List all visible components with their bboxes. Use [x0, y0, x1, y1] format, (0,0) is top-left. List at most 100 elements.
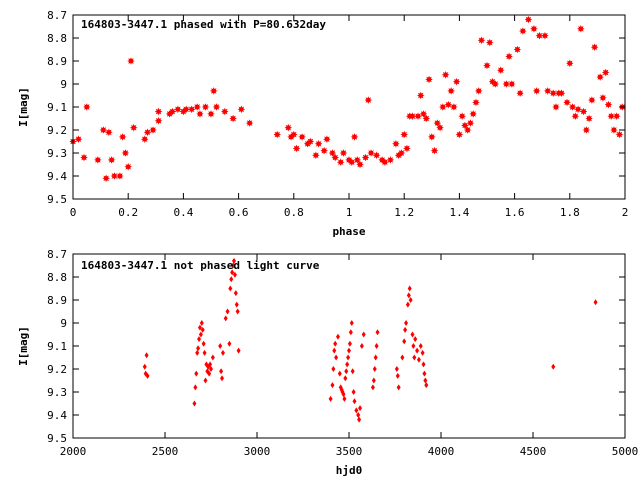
data-point: [290, 130, 298, 139]
data-point: [346, 354, 351, 361]
data-point: [347, 347, 351, 354]
y-tick-label: 9.3: [47, 147, 67, 160]
data-point: [223, 315, 228, 322]
data-point: [469, 110, 477, 118]
data-point: [530, 25, 538, 33]
x-tick-label: 2: [622, 206, 629, 219]
x-tick-label: 1.4: [449, 206, 469, 219]
data-point: [372, 366, 377, 372]
data-point: [375, 329, 380, 336]
data-point: [373, 354, 378, 361]
data-point: [221, 107, 229, 116]
data-point: [433, 119, 442, 127]
y-tick-label: 8.7: [47, 9, 67, 22]
data-point: [358, 405, 363, 412]
data-point: [195, 349, 200, 356]
data-point: [577, 25, 585, 33]
data-point: [607, 112, 615, 120]
data-point: [348, 329, 353, 336]
data-point: [328, 149, 337, 157]
data-point: [422, 114, 431, 123]
data-point: [350, 368, 355, 375]
data-point: [218, 343, 223, 349]
data-point: [466, 119, 475, 127]
data-point: [144, 352, 149, 359]
data-point: [394, 366, 399, 372]
data-point: [425, 75, 433, 84]
y-tick-label: 9.1: [47, 340, 67, 353]
data-point: [107, 156, 116, 164]
data-point: [590, 43, 599, 51]
data-point: [196, 110, 204, 118]
y-tick-label: 9.3: [47, 386, 67, 399]
data-point: [408, 297, 413, 303]
data-point: [588, 96, 596, 104]
x-tick-label: 0: [70, 206, 77, 219]
data-point: [341, 391, 346, 398]
data-point: [339, 149, 348, 157]
data-point: [361, 331, 366, 338]
data-point: [400, 354, 405, 361]
data-point: [551, 363, 556, 370]
data-point: [566, 59, 574, 68]
data-point: [585, 114, 593, 123]
unphased-x-axis-label: hjd0: [336, 464, 363, 477]
data-point: [458, 112, 466, 120]
data-point: [423, 377, 428, 384]
data-point: [187, 105, 196, 114]
data-point: [357, 416, 362, 423]
data-point: [419, 110, 428, 118]
data-point: [405, 301, 410, 308]
data-point: [198, 331, 203, 338]
data-point: [386, 156, 395, 164]
y-tick-label: 9.4: [47, 170, 67, 183]
data-point: [541, 31, 549, 40]
data-point: [193, 103, 201, 111]
data-point: [207, 110, 215, 118]
data-point: [344, 368, 349, 375]
data-point: [196, 345, 201, 352]
data-point: [347, 340, 352, 347]
data-point: [397, 149, 406, 157]
data-point: [508, 80, 516, 88]
data-point: [337, 370, 342, 377]
x-tick-label: 2500: [152, 445, 179, 458]
x-tick-label: 1.8: [560, 206, 580, 219]
data-point: [220, 349, 225, 356]
data-point: [232, 271, 237, 278]
data-point: [574, 105, 582, 114]
phased-x-axis-label: phase: [332, 225, 365, 238]
data-point: [234, 301, 239, 308]
data-point: [193, 384, 198, 391]
data-point: [452, 77, 461, 86]
data-point: [472, 98, 480, 107]
data-point: [245, 119, 254, 127]
data-point: [140, 135, 149, 143]
data-point: [436, 123, 444, 132]
data-point: [199, 320, 204, 326]
data-point: [124, 163, 132, 171]
y-tick-label: 9: [60, 317, 67, 330]
data-point: [228, 285, 233, 292]
data-point: [225, 308, 230, 315]
data-point: [235, 308, 240, 315]
data-point: [202, 349, 207, 356]
data-point: [403, 144, 411, 153]
data-point: [323, 135, 331, 143]
data-point: [571, 112, 580, 120]
y-tick-label: 9.4: [47, 409, 67, 422]
data-point: [439, 103, 447, 111]
data-point: [604, 100, 613, 109]
data-point: [424, 382, 429, 389]
data-point: [420, 349, 425, 356]
data-point: [400, 130, 408, 139]
data-point: [395, 372, 400, 379]
data-point: [416, 356, 421, 363]
data-point: [563, 98, 571, 107]
y-tick-label: 9.5: [47, 432, 67, 445]
data-point: [80, 153, 88, 162]
data-point: [411, 343, 416, 349]
data-point: [543, 87, 552, 95]
data-point: [312, 151, 320, 160]
